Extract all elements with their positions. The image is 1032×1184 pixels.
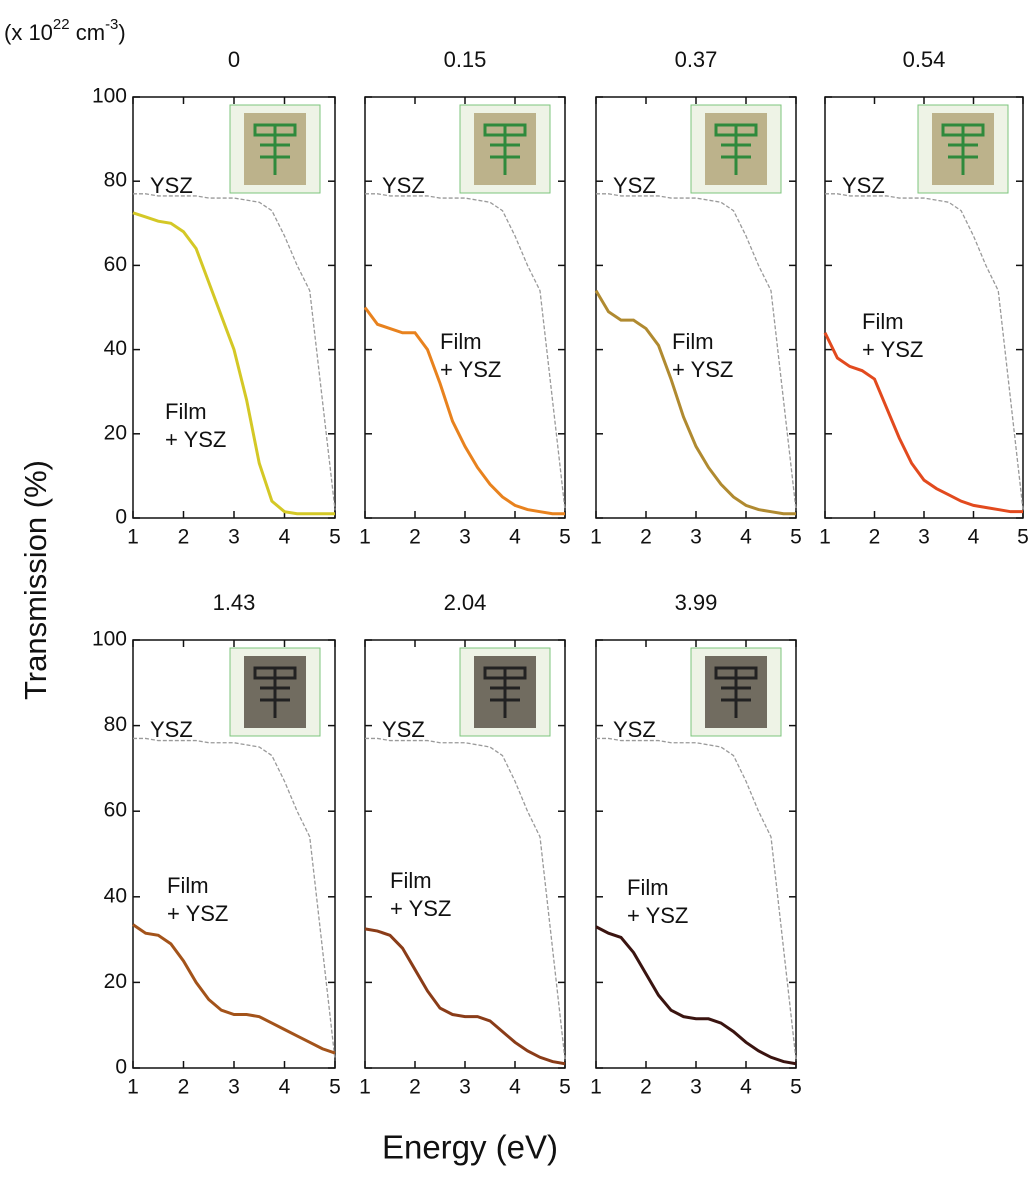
series-label: Film + YSZ bbox=[165, 399, 227, 452]
panel-title: 2.04 bbox=[444, 590, 487, 615]
series-label: YSZ bbox=[382, 717, 425, 743]
x-tick-label: 1 bbox=[127, 1076, 139, 1099]
x-tick-label: 2 bbox=[640, 526, 652, 549]
x-tick-label: 2 bbox=[178, 1076, 190, 1099]
x-tick-label: 3 bbox=[918, 526, 930, 549]
sample-photo bbox=[714, 666, 758, 718]
x-tick-label: 4 bbox=[509, 526, 521, 549]
x-tick-label: 5 bbox=[329, 526, 341, 549]
x-tick-label: 1 bbox=[359, 1076, 371, 1099]
series-label: YSZ bbox=[613, 172, 656, 198]
series-label: Film + YSZ bbox=[672, 329, 734, 382]
series-label: YSZ bbox=[842, 172, 885, 198]
x-tick-label: 1 bbox=[819, 526, 831, 549]
series-line bbox=[594, 289, 796, 516]
unit-part: (x 10 bbox=[4, 20, 53, 45]
panel-title: 3.99 bbox=[675, 590, 718, 615]
x-tick-label: 4 bbox=[968, 526, 980, 549]
series-line bbox=[596, 737, 797, 1060]
series-label: YSZ bbox=[382, 172, 425, 198]
series-label: Film + YSZ bbox=[862, 309, 924, 362]
x-tick-label: 4 bbox=[279, 1076, 291, 1099]
panel-title: 1.43 bbox=[213, 590, 256, 615]
series-label: YSZ bbox=[613, 717, 656, 743]
y-tick-label: 80 bbox=[104, 169, 127, 192]
y-tick-label: 100 bbox=[92, 628, 127, 651]
x-tick-label: 2 bbox=[409, 526, 421, 549]
series-label: Film + YSZ bbox=[440, 329, 502, 382]
x-tick-label: 2 bbox=[409, 1076, 421, 1099]
series-line bbox=[596, 193, 797, 510]
sample-photo bbox=[483, 123, 527, 175]
panel-title: 0.15 bbox=[444, 47, 487, 72]
series-label: Film + YSZ bbox=[167, 873, 229, 926]
y-tick-label: 20 bbox=[104, 970, 127, 993]
series-line bbox=[132, 923, 336, 1055]
y-tick-label: 20 bbox=[104, 421, 127, 444]
unit-part: cm bbox=[70, 20, 105, 45]
sample-photo bbox=[253, 666, 297, 718]
x-tick-label: 3 bbox=[459, 526, 471, 549]
y-axis-label: Transmission (%) bbox=[18, 460, 53, 700]
unit-part: -3 bbox=[105, 16, 118, 33]
sample-photo bbox=[253, 123, 297, 175]
unit-part: 22 bbox=[53, 16, 70, 33]
x-tick-label: 4 bbox=[740, 526, 752, 549]
x-tick-label: 2 bbox=[869, 526, 881, 549]
series-line bbox=[595, 925, 797, 1066]
x-tick-label: 4 bbox=[740, 1076, 752, 1099]
series-line bbox=[132, 211, 335, 516]
series-line bbox=[365, 737, 566, 1060]
x-tick-label: 1 bbox=[590, 526, 602, 549]
x-tick-label: 5 bbox=[790, 526, 802, 549]
y-tick-label: 60 bbox=[104, 799, 127, 822]
x-tick-label: 3 bbox=[690, 526, 702, 549]
x-tick-label: 5 bbox=[1017, 526, 1029, 549]
x-axis-label: Energy (eV) bbox=[382, 1129, 558, 1166]
panel-title: 0.54 bbox=[903, 47, 946, 72]
series-label: Film + YSZ bbox=[627, 875, 689, 928]
series-line bbox=[825, 193, 1024, 510]
x-tick-label: 5 bbox=[790, 1076, 802, 1099]
x-tick-label: 1 bbox=[590, 1076, 602, 1099]
x-tick-label: 5 bbox=[329, 1076, 341, 1099]
panel-title: 0.37 bbox=[675, 47, 718, 72]
x-tick-label: 4 bbox=[509, 1076, 521, 1099]
sample-photo bbox=[483, 666, 527, 718]
sample-photo bbox=[714, 123, 758, 175]
panel-title: 0 bbox=[228, 47, 240, 72]
x-tick-label: 2 bbox=[640, 1076, 652, 1099]
unit-part: ) bbox=[118, 20, 125, 45]
series-line bbox=[133, 193, 336, 510]
x-tick-label: 3 bbox=[228, 1076, 240, 1099]
x-tick-label: 1 bbox=[127, 526, 139, 549]
x-tick-label: 2 bbox=[178, 526, 190, 549]
series-line bbox=[133, 737, 336, 1060]
x-tick-label: 5 bbox=[559, 1076, 571, 1099]
y-tick-label: 80 bbox=[104, 713, 127, 736]
x-tick-label: 1 bbox=[359, 526, 371, 549]
sample-photo bbox=[941, 123, 985, 175]
y-tick-label: 40 bbox=[104, 337, 127, 360]
x-tick-label: 4 bbox=[279, 526, 291, 549]
x-tick-label: 5 bbox=[559, 526, 571, 549]
x-tick-label: 3 bbox=[228, 526, 240, 549]
series-line bbox=[365, 193, 566, 510]
series-line bbox=[363, 306, 565, 516]
y-tick-label: 40 bbox=[104, 884, 127, 907]
series-line bbox=[823, 332, 1023, 514]
series-label: YSZ bbox=[150, 172, 193, 198]
series-label: Film + YSZ bbox=[390, 868, 452, 921]
y-tick-label: 0 bbox=[115, 1056, 127, 1079]
x-tick-label: 3 bbox=[459, 1076, 471, 1099]
y-tick-label: 0 bbox=[115, 506, 127, 529]
series-label: YSZ bbox=[150, 717, 193, 743]
y-tick-label: 60 bbox=[104, 253, 127, 276]
series-line bbox=[364, 927, 566, 1066]
x-tick-label: 3 bbox=[690, 1076, 702, 1099]
y-tick-label: 100 bbox=[92, 85, 127, 108]
unit-label: (x 1022 cm-3) bbox=[4, 16, 126, 45]
